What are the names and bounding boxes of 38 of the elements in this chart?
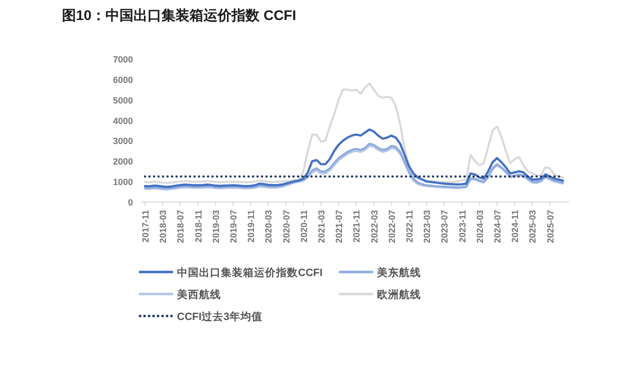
x-tick-label: 2019-11 [246, 210, 256, 243]
x-tick-label: 2019-03 [210, 210, 221, 244]
x-tick-label: 2022-07 [386, 210, 397, 244]
x-tick-label: 2023-11 [457, 210, 468, 243]
x-tick-label: 2020-03 [264, 210, 274, 244]
legend-label: 欧洲航线 [377, 288, 421, 301]
y-tick-label: 6000 [112, 74, 133, 85]
x-tick-label: 2018-07 [176, 210, 186, 244]
x-tick-label: 2025-03 [528, 210, 538, 244]
x-tick-label: 2021-03 [316, 210, 326, 244]
x-tick-label: 2018-03 [158, 210, 168, 244]
x-tick-label: 2023-03 [422, 210, 432, 244]
x-tick-label: 2020-07 [281, 210, 292, 244]
x-tick-label: 2022-03 [369, 210, 380, 244]
legend-label: CCFI过去3年均值 [177, 310, 262, 323]
y-tick-label: 1000 [112, 177, 133, 188]
x-tick-label: 2022-11 [404, 210, 414, 243]
y-tick-label: 2000 [112, 156, 133, 167]
x-tick-label: 2024-03 [474, 210, 485, 244]
x-tick-label: 2024-11 [510, 210, 520, 243]
x-tick-label: 2021-11 [352, 210, 362, 243]
y-tick-label: 5000 [112, 95, 133, 106]
y-tick-label: 3000 [112, 136, 133, 146]
x-tick-label: 2025-07 [545, 210, 556, 244]
x-tick-label: 2020-11 [298, 210, 309, 243]
legend-label: 中国出口集装箱运价指数CCFI [177, 266, 323, 279]
x-tick-label: 2019-07 [228, 210, 238, 244]
x-tick-label: 2023-07 [440, 210, 450, 244]
x-tick-label: 2024-07 [492, 210, 502, 244]
x-tick-label: 2017-11 [140, 210, 150, 243]
y-tick-label: 0 [128, 198, 133, 208]
x-tick-label: 2018-11 [193, 210, 204, 243]
chart-title: 图10：中国出口集装箱运价指数 CCFI [62, 7, 296, 23]
legend-label: 美西航线 [176, 288, 221, 301]
y-tick-label: 4000 [112, 116, 133, 126]
y-tick-label: 7000 [112, 54, 133, 64]
x-tick-label: 2021-07 [334, 210, 344, 244]
legend-label: 美东航线 [376, 266, 421, 279]
